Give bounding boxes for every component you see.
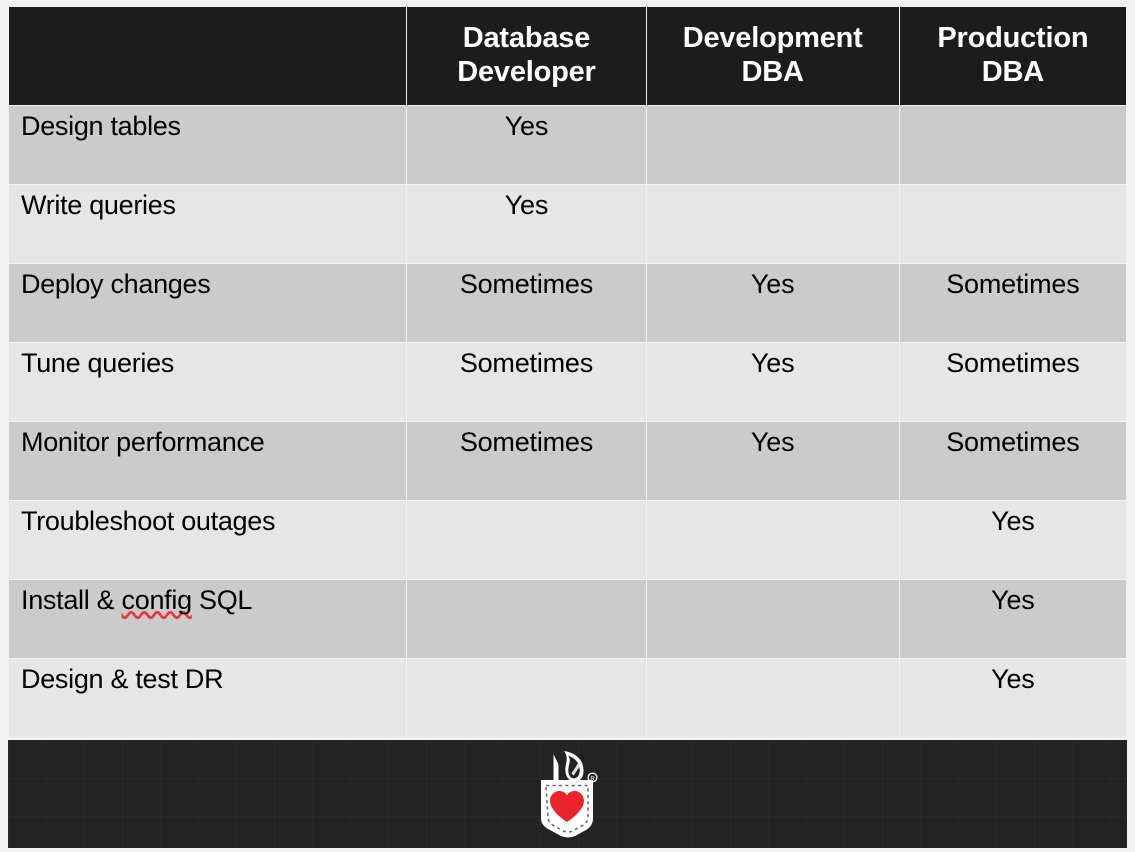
cell-design-tables-production-dba xyxy=(899,106,1126,184)
cell-troubleshoot-outages-development-dba xyxy=(646,501,899,579)
table-row: Troubleshoot outages Yes xyxy=(9,501,1126,579)
row-label-text-suffix: SQL xyxy=(191,585,253,615)
footer-bar: R xyxy=(8,740,1127,848)
pencil-icon xyxy=(553,754,558,782)
cell-tune-queries-database-developer: Sometimes xyxy=(407,343,646,421)
cell-deploy-changes-production-dba: Sometimes xyxy=(899,264,1126,342)
header-cell-development-dba: Development DBA xyxy=(646,7,899,105)
table-row: Design & test DR Yes xyxy=(9,659,1126,737)
comparison-table: Database Developer Development DBA Produ… xyxy=(8,6,1127,738)
cell-write-queries-production-dba xyxy=(899,185,1126,263)
cell-write-queries-development-dba xyxy=(646,185,899,263)
table-row: Write queries Yes xyxy=(9,185,1126,263)
cell-design-tables-development-dba xyxy=(646,106,899,184)
table-row: Deploy changes Sometimes Yes Sometimes xyxy=(9,264,1126,342)
row-label-write-queries: Write queries xyxy=(9,185,407,263)
header-line-1: Database xyxy=(462,22,591,55)
row-label-design-tables: Design tables xyxy=(9,106,407,184)
table-body: Design tables Yes Write queries Yes Depl… xyxy=(9,106,1126,737)
cell-tune-queries-development-dba: Yes xyxy=(646,343,899,421)
cell-monitor-performance-database-developer: Sometimes xyxy=(407,422,646,500)
cell-design-test-dr-database-developer xyxy=(407,659,646,737)
cell-write-queries-database-developer: Yes xyxy=(407,185,646,263)
pocket-heart-logo: R xyxy=(531,748,605,840)
row-label-deploy-changes: Deploy changes xyxy=(9,264,407,342)
header-line-1: Production xyxy=(937,22,1089,55)
cell-troubleshoot-outages-database-developer xyxy=(407,501,646,579)
header-row: Database Developer Development DBA Produ… xyxy=(9,7,1126,105)
header-line-2: Developer xyxy=(457,56,596,88)
svg-text:R: R xyxy=(590,776,595,782)
table-row: Design tables Yes xyxy=(9,106,1126,184)
header-cell-production-dba: Production DBA xyxy=(899,7,1126,105)
cell-design-tables-database-developer: Yes xyxy=(407,106,646,184)
cell-monitor-performance-development-dba: Yes xyxy=(646,422,899,500)
cell-troubleshoot-outages-production-dba: Yes xyxy=(899,501,1126,579)
cell-install-config-sql-database-developer xyxy=(407,580,646,658)
table-row: Monitor performance Sometimes Yes Someti… xyxy=(9,422,1126,500)
row-label-troubleshoot-outages: Troubleshoot outages xyxy=(9,501,407,579)
table-header: Database Developer Development DBA Produ… xyxy=(9,7,1126,105)
table-row: Tune queries Sometimes Yes Sometimes xyxy=(9,343,1126,421)
header-cell-corner xyxy=(9,7,407,105)
cell-monitor-performance-production-dba: Sometimes xyxy=(899,422,1126,500)
role-responsibility-table: Database Developer Development DBA Produ… xyxy=(8,6,1127,738)
cell-deploy-changes-development-dba: Yes xyxy=(646,264,899,342)
glasses-icon xyxy=(563,751,584,782)
misspelled-word-config: config xyxy=(121,585,193,615)
pocket-heart-logo-icon: R xyxy=(540,751,598,838)
cell-design-test-dr-production-dba: Yes xyxy=(899,659,1126,737)
row-label-monitor-performance: Monitor performance xyxy=(9,422,407,500)
cell-install-config-sql-development-dba xyxy=(646,580,899,658)
row-label-install-config-sql: Install & config SQL xyxy=(9,580,407,658)
cell-design-test-dr-development-dba xyxy=(646,659,899,737)
row-label-design-test-dr: Design & test DR xyxy=(9,659,407,737)
row-label-text-prefix: Install & xyxy=(21,585,122,615)
cell-tune-queries-production-dba: Sometimes xyxy=(899,343,1126,421)
table-row: Install & config SQL Yes xyxy=(9,580,1126,658)
header-line-2: DBA xyxy=(741,56,804,88)
cell-deploy-changes-database-developer: Sometimes xyxy=(407,264,646,342)
header-line-2: DBA xyxy=(981,56,1044,88)
header-line-1: Development xyxy=(682,22,863,55)
heart-icon xyxy=(549,791,584,822)
cell-install-config-sql-production-dba: Yes xyxy=(899,580,1126,658)
header-cell-database-developer: Database Developer xyxy=(407,7,646,105)
row-label-tune-queries: Tune queries xyxy=(9,343,407,421)
